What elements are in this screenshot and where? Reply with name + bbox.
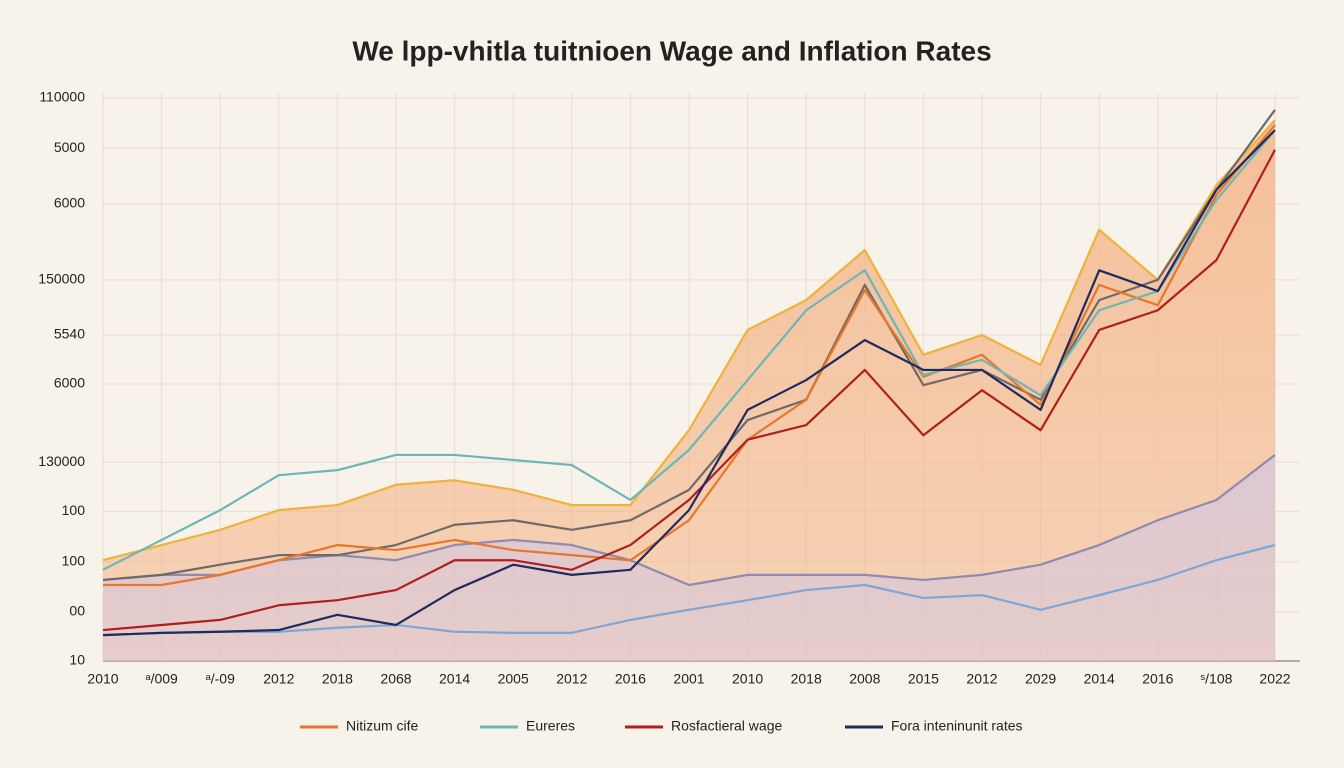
x-tick-label: 2022 [1259, 671, 1290, 687]
x-tick-label: 2012 [556, 671, 587, 687]
area [103, 454, 1275, 661]
y-tick-label: 5000 [54, 139, 85, 155]
line [102, 149, 1276, 632]
y-tick-label: 6000 [54, 195, 85, 211]
line [102, 129, 1276, 571]
x-tick-label: 2014 [439, 671, 470, 687]
x-tick-label: ᵃ/009 [145, 671, 178, 687]
x-tick-label: 2014 [1084, 671, 1115, 687]
chart-title: We lpp-vhitla tuitnioen Wage and Inflati… [352, 35, 991, 66]
line [102, 119, 1276, 562]
x-tick-label: 2016 [1142, 671, 1173, 687]
x-tick-label: 2001 [673, 671, 704, 687]
y-tick-label: 6000 [54, 375, 85, 391]
legend-label: Rosfactieral wage [671, 718, 782, 734]
line [102, 129, 1276, 637]
legend-label: Fora inteninunit rates [891, 718, 1023, 734]
x-tick-label: ᵃ/-09 [206, 671, 236, 687]
x-tick-label: 2015 [908, 671, 939, 687]
x-tick-label: 2016 [615, 671, 646, 687]
x-tick-label: 2018 [791, 671, 822, 687]
x-tick-label: 2012 [966, 671, 997, 687]
x-tick-label: ˢ/108 [1200, 671, 1232, 687]
y-tick-label: 10 [69, 652, 85, 668]
y-tick-label: 100 [62, 553, 86, 569]
legend-label: Nitizum cife [346, 718, 419, 734]
area [103, 119, 1275, 661]
legend-label: Eureres [526, 718, 575, 734]
x-tick-label: 2005 [498, 671, 529, 687]
y-tick-label: 100 [62, 502, 86, 518]
x-tick-label: 2018 [322, 671, 353, 687]
y-tick-label: 5540 [54, 326, 85, 342]
x-tick-label: 2068 [380, 671, 411, 687]
line [103, 124, 1276, 587]
x-tick-label: 2029 [1025, 671, 1056, 687]
line [102, 543, 1276, 637]
x-tick-label: 2012 [263, 671, 294, 687]
y-tick-label: 00 [69, 603, 85, 619]
line [102, 454, 1276, 587]
x-tick-label: 2010 [732, 671, 763, 687]
y-tick-label: 110000 [39, 89, 85, 105]
y-tick-label: 130000 [38, 453, 85, 469]
x-tick-label: 2010 [87, 671, 118, 687]
y-tick-label: 150000 [38, 271, 85, 287]
x-tick-label: 2008 [849, 671, 880, 687]
